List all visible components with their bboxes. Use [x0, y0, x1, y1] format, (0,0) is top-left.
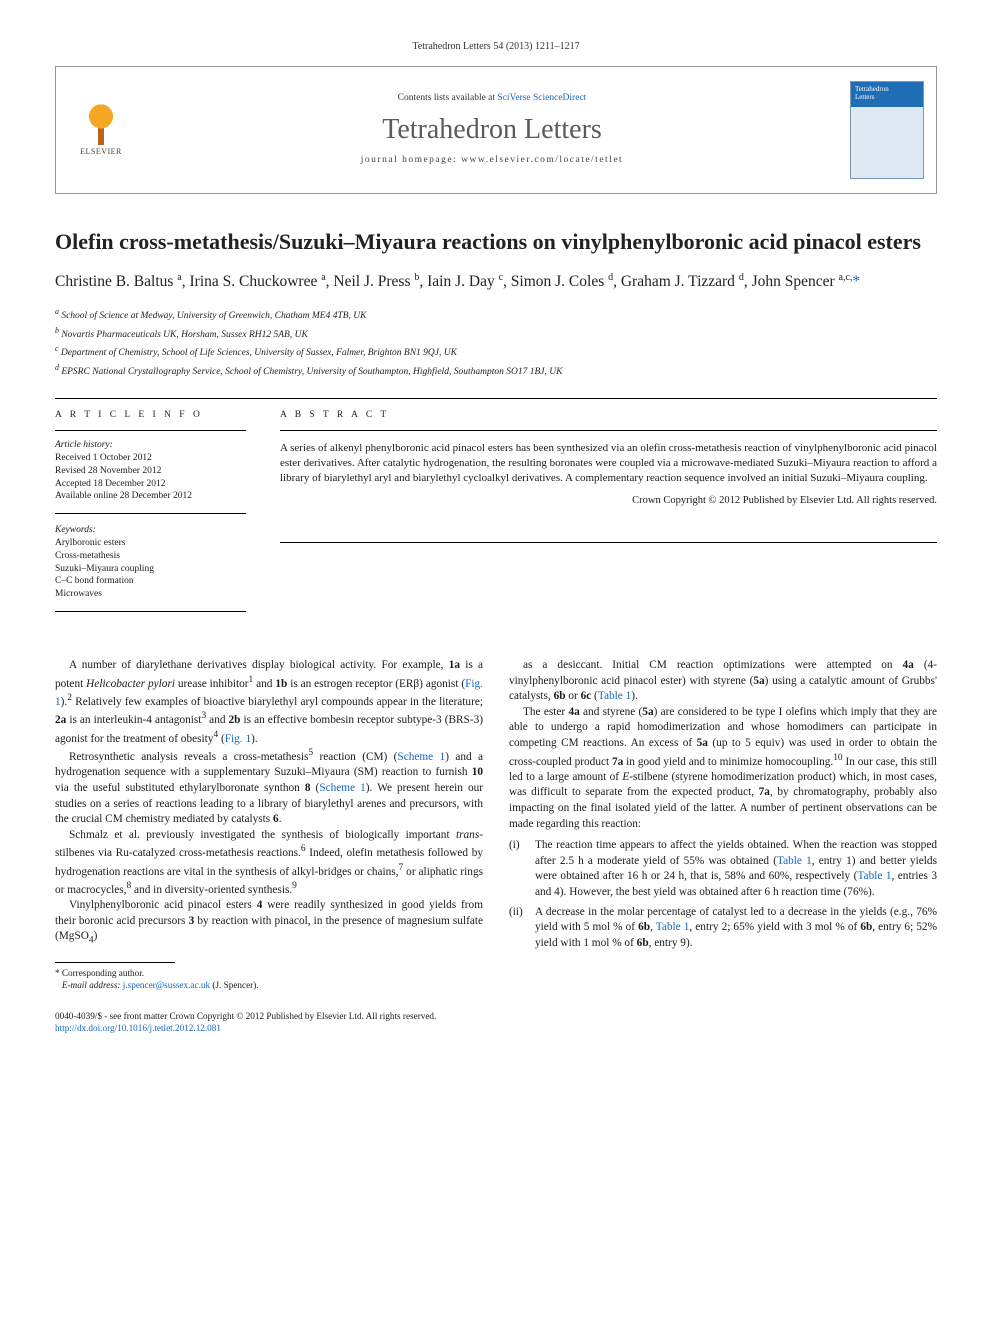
- affiliation: b Novartis Pharmaceuticals UK, Horsham, …: [55, 325, 937, 343]
- keyword: C–C bond formation: [55, 575, 246, 588]
- article-info: A R T I C L E I N F O Article history: R…: [55, 399, 260, 632]
- elsevier-logo: ELSEVIER: [71, 95, 131, 165]
- homepage-prefix: journal homepage:: [361, 155, 461, 165]
- abstract: A B S T R A C T A series of alkenyl phen…: [260, 399, 937, 632]
- publisher-name: ELSEVIER: [80, 147, 122, 158]
- body-paragraph: Vinylphenylboronic acid pinacol esters 4…: [55, 898, 483, 947]
- body-paragraph: as a desiccant. Initial CM reaction opti…: [509, 658, 937, 705]
- front-matter: 0040-4039/$ - see front matter Crown Cop…: [55, 1010, 937, 1022]
- abstract-heading: A B S T R A C T: [280, 409, 937, 422]
- body-paragraph: The ester 4a and styrene (5a) are consid…: [509, 705, 937, 832]
- list-item-text: The reaction time appears to affect the …: [535, 839, 937, 898]
- affiliation-text: Novartis Pharmaceuticals UK, Horsham, Su…: [61, 330, 307, 340]
- email-who: (J. Spencer).: [212, 980, 258, 990]
- keyword: Cross-metathesis: [55, 550, 246, 563]
- article-body: A number of diarylethane derivatives dis…: [55, 658, 937, 991]
- email-link[interactable]: j.spencer@sussex.ac.uk: [123, 980, 210, 990]
- contents-prefix: Contents lists available at: [398, 93, 498, 103]
- citation-line: Tetrahedron Letters 54 (2013) 1211–1217: [55, 40, 937, 54]
- publisher-logo-slot: ELSEVIER: [56, 67, 146, 193]
- header-center: Contents lists available at SciVerse Sci…: [146, 67, 838, 193]
- keyword: Suzuki–Miyaura coupling: [55, 563, 246, 576]
- article-title: Olefin cross-metathesis/Suzuki–Miyaura r…: [55, 228, 937, 256]
- affiliation-text: EPSRC National Crystallography Service, …: [61, 368, 562, 378]
- journal-name: Tetrahedron Letters: [382, 111, 602, 149]
- body-paragraph: A number of diarylethane derivatives dis…: [55, 658, 483, 747]
- body-paragraph: Retrosynthetic analysis reveals a cross-…: [55, 747, 483, 828]
- journal-header: ELSEVIER Contents lists available at Sci…: [55, 66, 937, 194]
- email-label: E-mail address:: [62, 980, 121, 990]
- sciencedirect-link[interactable]: SciVerse ScienceDirect: [497, 93, 586, 103]
- list-item: (ii)A decrease in the molar percentage o…: [531, 905, 937, 952]
- list-item: (i)The reaction time appears to affect t…: [531, 838, 937, 900]
- keyword: Arylboronic esters: [55, 537, 246, 550]
- keywords-label: Keywords:: [55, 524, 246, 537]
- info-abstract-row: A R T I C L E I N F O Article history: R…: [55, 398, 937, 632]
- abstract-text: A series of alkenyl phenylboronic acid p…: [280, 441, 937, 486]
- author-list: Christine B. Baltus a, Irina S. Chuckowr…: [55, 271, 937, 294]
- list-item-text: A decrease in the molar percentage of ca…: [535, 906, 937, 949]
- history-item: Available online 28 December 2012: [55, 490, 246, 503]
- contents-line: Contents lists available at SciVerse Sci…: [398, 92, 587, 105]
- corresponding-author: * Corresponding author.: [55, 967, 483, 979]
- body-paragraph: Schmalz et al. previously investigated t…: [55, 828, 483, 899]
- affiliation: c Department of Chemistry, School of Lif…: [55, 343, 937, 361]
- footnotes: * Corresponding author. E-mail address: …: [55, 967, 483, 992]
- affiliation: d EPSRC National Crystallography Service…: [55, 362, 937, 380]
- homepage-line: journal homepage: www.elsevier.com/locat…: [361, 154, 623, 167]
- history-label: Article history:: [55, 439, 246, 452]
- cover-slot: [838, 67, 936, 193]
- homepage-url[interactable]: www.elsevier.com/locate/tetlet: [461, 155, 623, 165]
- history-item: Accepted 18 December 2012: [55, 478, 246, 491]
- history-item: Received 1 October 2012: [55, 452, 246, 465]
- article-info-heading: A R T I C L E I N F O: [55, 409, 246, 422]
- elsevier-tree-icon: [79, 101, 123, 145]
- observation-list: (i)The reaction time appears to affect t…: [531, 838, 937, 951]
- affiliation: a School of Science at Medway, Universit…: [55, 306, 937, 324]
- doi-block: 0040-4039/$ - see front matter Crown Cop…: [55, 1010, 937, 1035]
- history-item: Revised 28 November 2012: [55, 465, 246, 478]
- copyright: Crown Copyright © 2012 Published by Else…: [280, 494, 937, 508]
- footnote-rule: [55, 962, 175, 963]
- doi-link[interactable]: http://dx.doi.org/10.1016/j.tetlet.2012.…: [55, 1023, 221, 1033]
- affiliation-text: School of Science at Medway, University …: [61, 311, 366, 321]
- keyword: Microwaves: [55, 588, 246, 601]
- affiliation-text: Department of Chemistry, School of Life …: [61, 349, 457, 359]
- journal-cover-icon: [850, 81, 924, 179]
- affiliations: a School of Science at Medway, Universit…: [55, 306, 937, 381]
